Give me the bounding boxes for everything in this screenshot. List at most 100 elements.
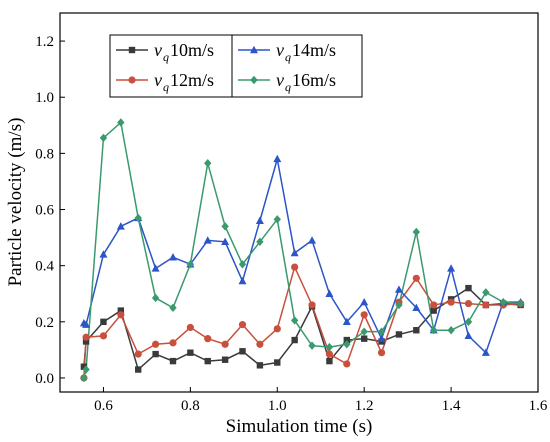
data-point (203, 236, 212, 244)
data-point (186, 260, 195, 269)
x-tick-label: 1.0 (268, 398, 287, 414)
legend-label-value: 12m/s (170, 70, 214, 90)
data-point (412, 274, 420, 282)
legend-marker (128, 76, 136, 84)
data-point (99, 332, 108, 340)
data-point (360, 327, 368, 336)
data-point (377, 327, 386, 336)
y-tick-label: 0.4 (35, 259, 54, 275)
y-tick-label: 0.2 (35, 315, 54, 331)
data-point (395, 331, 403, 338)
legend: v q 10m/sv q 12m/sv q 14m/sv q 16m/s (109, 34, 363, 98)
data-point (394, 285, 403, 293)
series-line-14m-s (83, 158, 521, 355)
data-point (377, 349, 386, 357)
x-tick-label: 0.6 (94, 398, 113, 414)
legend-box (109, 34, 233, 98)
legend-box (231, 34, 363, 98)
data-point (325, 350, 334, 358)
data-point (430, 301, 438, 309)
data-point (256, 362, 264, 369)
data-point (168, 253, 177, 261)
data-point (413, 327, 420, 334)
series-lines (83, 121, 521, 379)
legend-label-value: 10m/s (170, 40, 214, 60)
data-point (481, 348, 490, 356)
data-point (343, 360, 351, 368)
data-point (169, 303, 177, 312)
y-tick-label: 0.6 (35, 203, 54, 219)
legend-marker (250, 75, 258, 85)
data-point (117, 307, 125, 314)
data-point (412, 227, 421, 237)
data-point (464, 331, 473, 340)
data-point (430, 326, 438, 335)
data-point (325, 289, 334, 297)
data-point (151, 293, 160, 303)
data-point (82, 333, 90, 341)
data-point (187, 349, 194, 356)
data-point (238, 276, 247, 285)
data-point (325, 342, 334, 352)
data-point (117, 118, 125, 127)
legend-label-value: 14m/s (292, 40, 336, 60)
data-point (135, 366, 142, 373)
data-point (395, 300, 403, 310)
data-point (152, 340, 160, 348)
data-point (360, 311, 368, 319)
x-axis-title: Simulation time (s) (226, 416, 373, 437)
x-tick-label: 0.8 (181, 398, 200, 414)
legend-label: v (154, 40, 162, 60)
data-point (204, 158, 212, 168)
data-point (291, 263, 299, 271)
data-point (221, 237, 230, 246)
legend-label: v (276, 70, 284, 90)
data-point (377, 334, 386, 342)
x-tick-label: 1.4 (442, 398, 461, 414)
y-tick-label: 0.8 (35, 146, 54, 162)
data-point (430, 307, 437, 314)
data-point (82, 365, 90, 374)
data-point (116, 222, 125, 230)
data-point (482, 301, 490, 309)
legend-marker (250, 45, 258, 54)
data-point (238, 321, 247, 329)
data-point (308, 236, 317, 244)
data-point (221, 222, 229, 231)
data-point (343, 340, 351, 349)
y-tick-label: 0.0 (35, 371, 54, 387)
data-point (464, 299, 473, 308)
data-point (239, 348, 246, 355)
legend-label-sub: q (285, 50, 291, 64)
data-point (151, 264, 160, 272)
data-point (360, 297, 369, 306)
data-point (256, 340, 264, 348)
data-point (169, 339, 177, 347)
data-point (117, 311, 125, 319)
y-tick-label: 1.0 (35, 90, 54, 106)
data-point (290, 316, 299, 325)
data-point (447, 326, 455, 335)
data-point (134, 350, 142, 358)
y-axis-title: Particle velocity (m/s) (5, 118, 26, 287)
data-point (204, 335, 212, 343)
data-point (447, 264, 456, 272)
data-point (342, 317, 351, 326)
data-point (273, 215, 281, 224)
data-point (308, 301, 316, 309)
data-point (290, 248, 299, 257)
legend-label: v (154, 70, 162, 90)
data-point (308, 341, 316, 350)
data-point (80, 373, 88, 383)
data-point (204, 357, 211, 365)
x-tick-label: 1.6 (529, 398, 548, 414)
data-point (274, 359, 281, 366)
data-point (360, 335, 368, 342)
data-point (447, 298, 455, 306)
data-point (465, 284, 472, 292)
data-point (100, 318, 107, 326)
data-point (464, 317, 473, 327)
plot-frame (59, 12, 539, 393)
x-tick-label: 1.2 (355, 398, 374, 414)
data-point (499, 297, 507, 307)
